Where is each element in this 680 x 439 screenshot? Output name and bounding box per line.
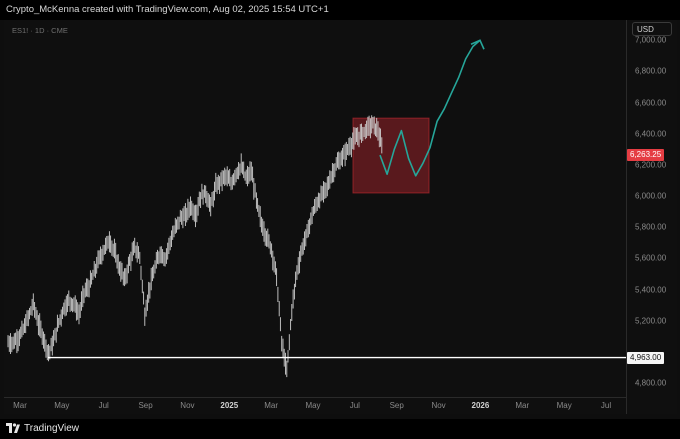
price-axis[interactable]: 7,000.00 6,800.00 6,600.00 6,400.00 6,200.00…: [626, 20, 677, 414]
time-tick: Jul: [600, 401, 612, 410]
price-tick: 6,600.00: [635, 98, 667, 108]
footer-bar: TradingView: [0, 419, 680, 439]
time-tick: Sep: [138, 401, 153, 410]
chart-pane[interactable]: ES1! · 1D · CME: [4, 20, 626, 414]
projection-path[interactable]: [379, 39, 481, 177]
time-tick: Nov: [431, 401, 446, 410]
price-tick: 5,600.00: [635, 253, 667, 263]
price-tick: 5,200.00: [635, 316, 667, 326]
time-tick: Nov: [180, 401, 195, 410]
footer-brand: TradingView: [24, 423, 80, 434]
time-tick: May: [305, 401, 321, 410]
time-tick: Mar: [515, 401, 530, 410]
time-tick: Mar: [264, 401, 279, 410]
last-price-badge: 6,263.25: [627, 149, 665, 162]
price-tick: 5,400.00: [635, 285, 667, 294]
price-chart-svg[interactable]: [4, 20, 626, 397]
price-tick: 6,200.00: [635, 160, 667, 170]
time-tick: 2026: [471, 401, 490, 410]
time-tick: May: [556, 401, 572, 410]
price-tick: 6,800.00: [635, 66, 667, 76]
projection-arrowhead-icon: [470, 39, 485, 50]
price-tick: 4,800.00: [635, 378, 667, 388]
price-tick: 6,400.00: [635, 129, 667, 139]
support-level-badge: 4,963.00: [627, 351, 665, 364]
time-tick: May: [54, 401, 70, 410]
chart-header-caption: Crypto_McKenna created with TradingView.…: [0, 0, 680, 20]
time-tick: Mar: [13, 401, 27, 410]
price-tick: 5,800.00: [635, 222, 667, 232]
symbol-info: ES1! · 1D · CME: [12, 26, 68, 35]
time-tick: Sep: [389, 401, 404, 410]
price-tick: 7,000.00: [635, 35, 667, 45]
time-tick: 2025: [220, 401, 239, 410]
time-tick: Jul: [349, 401, 360, 410]
time-axis[interactable]: Mar May Jul Sep Nov 2025 Mar May Jul Sep Nov 2026 Ma…: [4, 397, 626, 415]
currency-button[interactable]: USD: [632, 22, 672, 36]
time-tick: Jul: [98, 401, 109, 410]
tradingview-logo-icon: [6, 423, 20, 433]
price-tick: 6,000.00: [635, 191, 667, 201]
